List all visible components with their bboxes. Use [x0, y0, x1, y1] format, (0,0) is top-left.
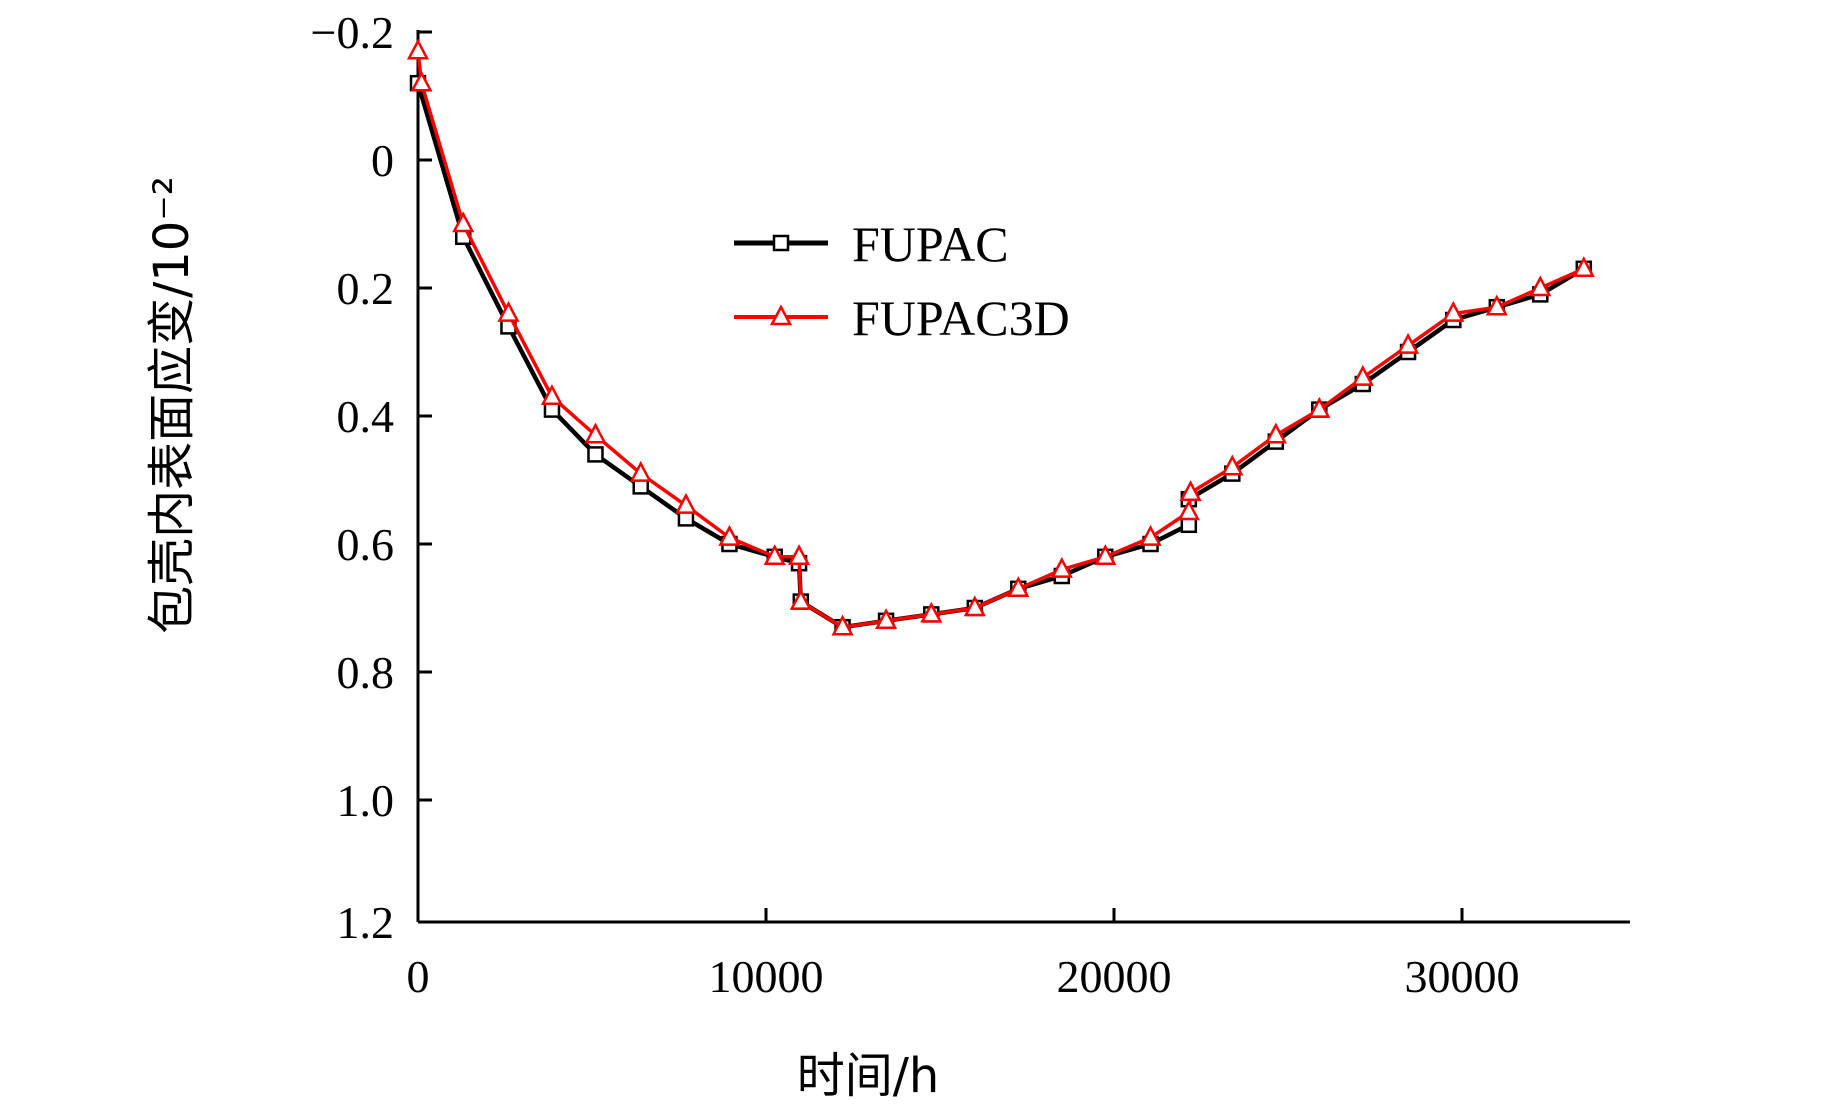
legend-item: FUPAC — [734, 216, 1009, 272]
series-fupac3d — [406, 38, 1595, 636]
data-point — [1442, 300, 1465, 322]
y-tick-label: 0.2 — [337, 263, 395, 314]
data-point — [1221, 454, 1244, 476]
data-point — [831, 614, 854, 636]
data-point — [763, 544, 786, 566]
data-point — [1050, 556, 1073, 578]
x-tick-label: 20000 — [1057, 951, 1172, 1002]
data-point — [789, 588, 812, 610]
data-point — [874, 608, 898, 630]
data-point — [497, 300, 520, 322]
data-point — [1139, 524, 1162, 546]
legend-label: FUPAC3D — [852, 290, 1070, 346]
data-point — [920, 601, 943, 623]
data-point — [1264, 422, 1287, 444]
y-ticks: −0.2 0 0.2 0.4 0.6 0.8 1.0 1.2 — [311, 7, 432, 948]
x-tick-label: 10000 — [709, 951, 824, 1002]
y-tick-label: 0.6 — [337, 519, 395, 570]
data-point — [1396, 332, 1420, 354]
data-point — [1485, 294, 1508, 316]
data-point — [1094, 544, 1117, 566]
data-point — [963, 595, 986, 617]
legend-marker — [769, 304, 793, 326]
y-tick-label: 1.2 — [337, 897, 395, 948]
y-tick-label: 0.4 — [337, 391, 395, 442]
data-point — [787, 544, 811, 566]
y-axis-title: 包壳内表面应变/10⁻² — [144, 176, 200, 634]
x-tick-label: 30000 — [1405, 951, 1520, 1002]
data-point — [1308, 396, 1331, 418]
data-point — [1351, 364, 1374, 386]
legend: FUPAC FUPAC3D — [734, 216, 1070, 346]
data-point — [1529, 275, 1552, 297]
data-point — [584, 422, 607, 444]
data-point — [1007, 576, 1030, 598]
legend-label: FUPAC — [852, 216, 1009, 272]
y-tick-label: 1.0 — [337, 775, 395, 826]
data-point — [718, 524, 741, 546]
x-tick-label: 0 — [407, 951, 430, 1002]
x-ticks: 0 10000 20000 30000 — [407, 908, 1520, 1002]
y-tick-label: 0 — [371, 135, 394, 186]
y-tick-label: 0.8 — [337, 647, 395, 698]
data-point — [540, 384, 564, 406]
data-point — [674, 492, 698, 514]
legend-marker — [772, 234, 790, 252]
series-fupac — [409, 74, 1593, 636]
data-point — [587, 446, 604, 463]
data-point — [410, 70, 433, 92]
data-point — [1179, 480, 1202, 502]
data-point — [629, 460, 652, 482]
data-point — [406, 38, 430, 60]
data-point — [1177, 499, 1200, 521]
legend-item: FUPAC3D — [734, 290, 1070, 346]
y-tick-label: −0.2 — [311, 7, 394, 58]
data-point — [452, 211, 475, 233]
axes — [416, 30, 1630, 924]
series-layer — [406, 38, 1595, 636]
x-axis-title: 时间/h — [797, 1048, 940, 1104]
data-point — [1572, 256, 1595, 278]
